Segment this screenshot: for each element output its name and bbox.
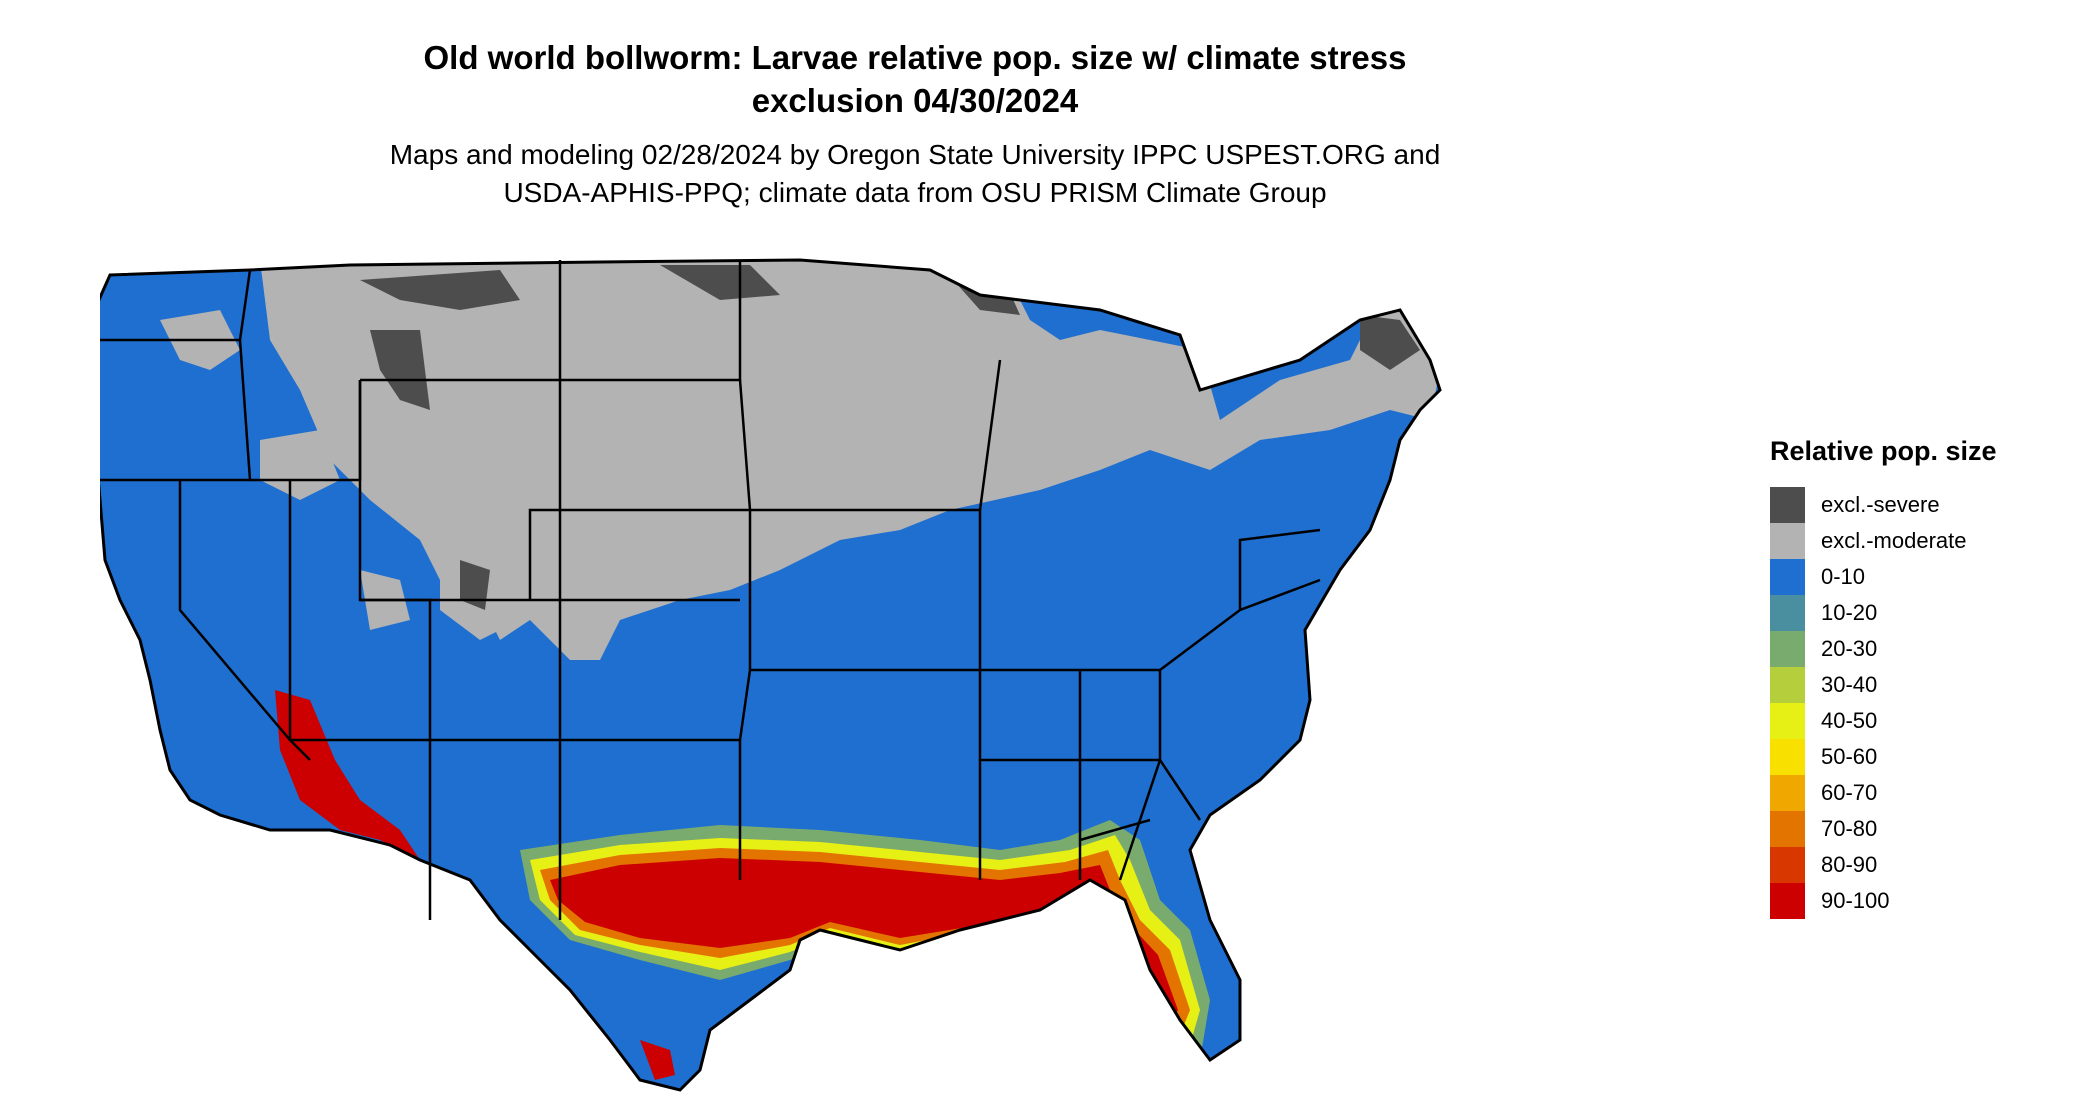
fill-texas-tip (640, 1040, 675, 1080)
legend-label: 60-70 (1821, 780, 1878, 805)
legend-rows: excl.-severe excl.-moderate 0-10 10-20 20-30… (1770, 487, 1997, 919)
legend-swatch (1770, 883, 1805, 919)
legend-label: excl.-severe (1821, 492, 1940, 517)
map-subtitle-line-2: USDA-APHIS-PPQ; climate data from OSU PR… (503, 177, 1327, 208)
legend-swatch (1770, 847, 1805, 883)
legend-label: excl.-moderate (1821, 528, 1967, 553)
legend-swatch (1770, 811, 1805, 847)
legend-swatch (1770, 631, 1805, 667)
legend-label: 20-30 (1821, 636, 1878, 661)
map-fill-layers (100, 260, 1440, 1090)
legend-label: 70-80 (1821, 816, 1878, 841)
legend-label: 30-40 (1821, 672, 1878, 697)
country-outline (100, 258, 1442, 1092)
fill-excl-moderate-north (260, 260, 1440, 660)
state-borders (100, 260, 1321, 920)
legend-label: 90-100 (1821, 888, 1890, 913)
legend-item: 70-80 (1770, 811, 1997, 847)
legend-swatch (1770, 487, 1805, 523)
legend-item: 0-10 (1770, 559, 1997, 595)
legend-item: 10-20 (1770, 595, 1997, 631)
legend-item: 40-50 (1770, 703, 1997, 739)
legend-swatch (1770, 559, 1805, 595)
legend-item: 30-40 (1770, 667, 1997, 703)
legend-item: 90-100 (1770, 883, 1997, 919)
legend-item: 80-90 (1770, 847, 1997, 883)
fill-southwest-hotspot (275, 690, 420, 860)
map-title-line-2: exclusion 04/30/2024 (751, 82, 1079, 119)
legend-item: 20-30 (1770, 631, 1997, 667)
fill-red-band (550, 858, 1178, 1025)
legend-swatch (1770, 595, 1805, 631)
legend-item: excl.-severe (1770, 487, 1997, 523)
map-title: Old world bollworm: Larvae relative pop.… (0, 36, 1830, 122)
legend-item: excl.-moderate (1770, 523, 1997, 559)
legend-swatch (1770, 667, 1805, 703)
map-subtitle: Maps and modeling 02/28/2024 by Oregon S… (0, 136, 1830, 212)
legend-swatch (1770, 739, 1805, 775)
legend-swatch (1770, 703, 1805, 739)
legend-swatch (1770, 523, 1805, 559)
legend-label: 50-60 (1821, 744, 1878, 769)
map-subtitle-line-1: Maps and modeling 02/28/2024 by Oregon S… (389, 139, 1441, 170)
legend-label: 80-90 (1821, 852, 1878, 877)
legend: Relative pop. size excl.-severe excl.-mod… (1770, 436, 1997, 919)
legend-item: 60-70 (1770, 775, 1997, 811)
legend-title: Relative pop. size (1770, 436, 1997, 466)
legend-swatch (1770, 775, 1805, 811)
us-map (100, 258, 1442, 1092)
legend-label: 40-50 (1821, 708, 1878, 733)
legend-item: 50-60 (1770, 739, 1997, 775)
map-title-line-1: Old world bollworm: Larvae relative pop.… (423, 39, 1407, 76)
fill-excl-severe (360, 265, 1420, 610)
legend-label: 10-20 (1821, 600, 1878, 625)
legend-label: 0-10 (1821, 564, 1866, 589)
